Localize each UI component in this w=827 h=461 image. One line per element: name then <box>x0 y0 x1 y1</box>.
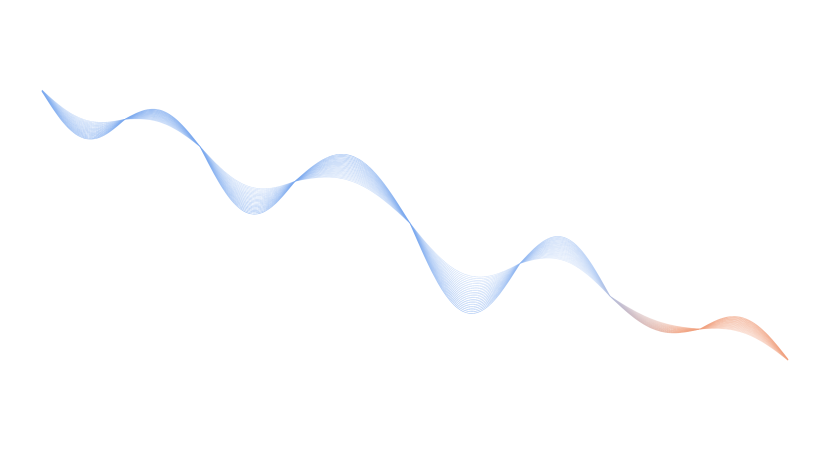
wave-line <box>41 91 789 360</box>
wave-line <box>41 90 789 360</box>
wave-line <box>41 90 789 360</box>
wave-line <box>41 90 789 361</box>
wave-line <box>41 90 789 361</box>
wave-line <box>41 90 789 361</box>
wave-line <box>41 91 789 360</box>
wave-line <box>41 91 789 360</box>
wave-line <box>41 91 789 360</box>
wave-line <box>41 90 789 360</box>
wave-line <box>41 90 789 361</box>
wave-line <box>41 90 789 361</box>
wave-line <box>41 90 789 360</box>
wave-lines <box>41 89 789 361</box>
wave-line <box>41 89 789 361</box>
wave-line <box>41 90 789 361</box>
wave-line <box>41 90 789 360</box>
wave-line <box>41 90 789 360</box>
wave-line <box>41 89 789 361</box>
wave-line <box>41 90 789 361</box>
wave-line <box>41 89 789 361</box>
wave-line <box>41 90 789 361</box>
wave-line <box>41 90 789 361</box>
